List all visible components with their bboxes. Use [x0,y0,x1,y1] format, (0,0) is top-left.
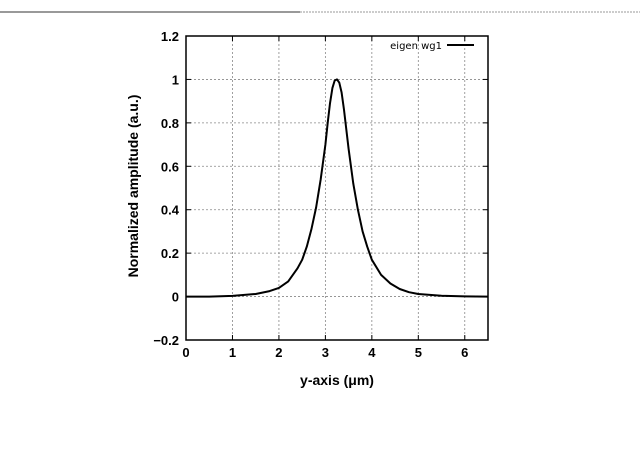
y-tick-label: 1 [172,72,179,87]
x-tick-label: 0 [182,345,189,360]
y-tick-label: 0 [172,290,179,305]
x-tick-label: 4 [368,345,376,360]
x-tick-labels: 0 1 2 3 4 5 6 [182,345,468,360]
series-lines [186,78,489,298]
x-tick-label: 6 [461,345,468,360]
series-line [186,78,489,298]
x-tick-label: 1 [229,345,236,360]
y-tick-label: −0.2 [153,333,179,348]
y-tick-label: 1.2 [161,29,179,44]
legend-label: eigen wg1 [390,41,442,52]
top-rule [0,0,640,13]
x-tick-label: 3 [322,345,329,360]
x-tick-label: 5 [415,345,422,360]
y-tick-label: 0.4 [161,203,180,218]
y-tick-label: 0.6 [161,159,179,174]
y-tick-labels: −0.2 0 0.2 0.4 0.6 0.8 1 1.2 [153,29,179,348]
y-tick-label: 0.8 [161,116,179,131]
y-axis-title: Normalized amplitude (a.u.) [125,95,141,278]
x-tick-label: 2 [275,345,282,360]
legend: eigen wg1 [390,41,474,52]
y-tick-label: 0.2 [161,246,179,261]
plot-frame [185,35,489,341]
axis-ticks [185,35,488,341]
x-axis-title: y-axis (μm) [300,372,374,388]
grid-lines [186,36,488,340]
